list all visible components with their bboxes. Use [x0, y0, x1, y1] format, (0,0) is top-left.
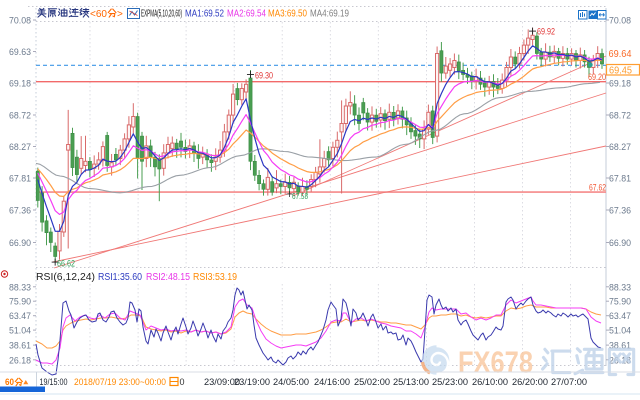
svg-text:69.45: 69.45: [609, 66, 632, 77]
svg-text:MA2:69.54: MA2:69.54: [227, 9, 266, 20]
svg-text:69.92: 69.92: [537, 27, 555, 38]
svg-text:60: 60: [5, 377, 14, 388]
svg-text:70.08: 70.08: [9, 16, 31, 27]
svg-text:27/07:00: 27/07:00: [551, 377, 587, 388]
svg-text:26/20:00: 26/20:00: [512, 377, 548, 388]
svg-text:RSI2:48.15: RSI2:48.15: [146, 272, 190, 283]
svg-text:RSI3:53.19: RSI3:53.19: [193, 272, 237, 283]
svg-text:69.18: 69.18: [9, 79, 31, 90]
svg-text:MA4:69.19: MA4:69.19: [310, 9, 349, 20]
svg-text:66.90: 66.90: [9, 238, 31, 249]
svg-text:MA1:69.52: MA1:69.52: [185, 9, 224, 20]
svg-text:25/02:00: 25/02:00: [354, 377, 390, 388]
svg-text:38.61: 38.61: [9, 341, 31, 352]
svg-text:66.90: 66.90: [609, 238, 631, 249]
svg-text:69.20: 69.20: [588, 72, 606, 83]
svg-text:EXPMA(5,10,20,60): EXPMA(5,10,20,60): [141, 9, 182, 20]
svg-text:2018/07/19 23:00~00:00: 2018/07/19 23:00~00:00: [74, 377, 166, 388]
svg-text:51.04: 51.04: [9, 326, 31, 337]
svg-text:75.90: 75.90: [9, 297, 31, 308]
svg-text:67.58: 67.58: [292, 191, 308, 201]
svg-text:38.61: 38.61: [609, 341, 631, 352]
svg-text:23/19:00: 23/19:00: [234, 377, 270, 388]
svg-text:MA3:69.50: MA3:69.50: [268, 9, 307, 20]
svg-text:67.36: 67.36: [609, 206, 631, 217]
svg-text:25/13:00: 25/13:00: [393, 377, 429, 388]
svg-text:23/09:00: 23/09:00: [204, 377, 240, 388]
svg-text:69.18: 69.18: [609, 79, 631, 90]
svg-text:63.47: 63.47: [9, 311, 31, 322]
svg-text:0: 0: [180, 377, 185, 387]
svg-text:RSI(6,12,24): RSI(6,12,24): [36, 272, 95, 283]
svg-text:68.27: 68.27: [9, 142, 31, 153]
svg-text:67.36: 67.36: [9, 206, 31, 217]
svg-text:FX678: FX678: [458, 345, 533, 380]
svg-text:68.72: 68.72: [609, 111, 631, 122]
svg-text:RSI1:35.60: RSI1:35.60: [98, 272, 142, 283]
svg-text:26/10:00: 26/10:00: [472, 377, 508, 388]
svg-text:25/23:00: 25/23:00: [432, 377, 468, 388]
svg-text:69.30: 69.30: [255, 71, 273, 82]
svg-text:75.90: 75.90: [609, 297, 631, 308]
svg-text:68.72: 68.72: [9, 111, 31, 122]
svg-text:67.81: 67.81: [9, 174, 31, 185]
svg-text:24/05:00: 24/05:00: [273, 377, 309, 388]
svg-text:67.81: 67.81: [609, 174, 631, 185]
svg-text:19/15:00: 19/15:00: [40, 377, 68, 388]
svg-text:>: >: [117, 9, 123, 20]
svg-text:69.63: 69.63: [9, 47, 31, 58]
svg-text:88.33: 88.33: [609, 282, 631, 293]
svg-text:67.62: 67.62: [589, 183, 606, 194]
svg-text:26.18: 26.18: [9, 355, 31, 366]
svg-text:88.33: 88.33: [9, 282, 31, 293]
svg-text:24/16:00: 24/16:00: [314, 377, 350, 388]
svg-text:66.62: 66.62: [57, 259, 75, 270]
svg-text:68.27: 68.27: [609, 142, 631, 153]
svg-text:<60: <60: [90, 9, 107, 20]
svg-text:63.47: 63.47: [609, 311, 631, 322]
svg-text:51.04: 51.04: [609, 326, 631, 337]
svg-text:69.64: 69.64: [609, 48, 632, 60]
svg-text:70.08: 70.08: [609, 16, 631, 27]
